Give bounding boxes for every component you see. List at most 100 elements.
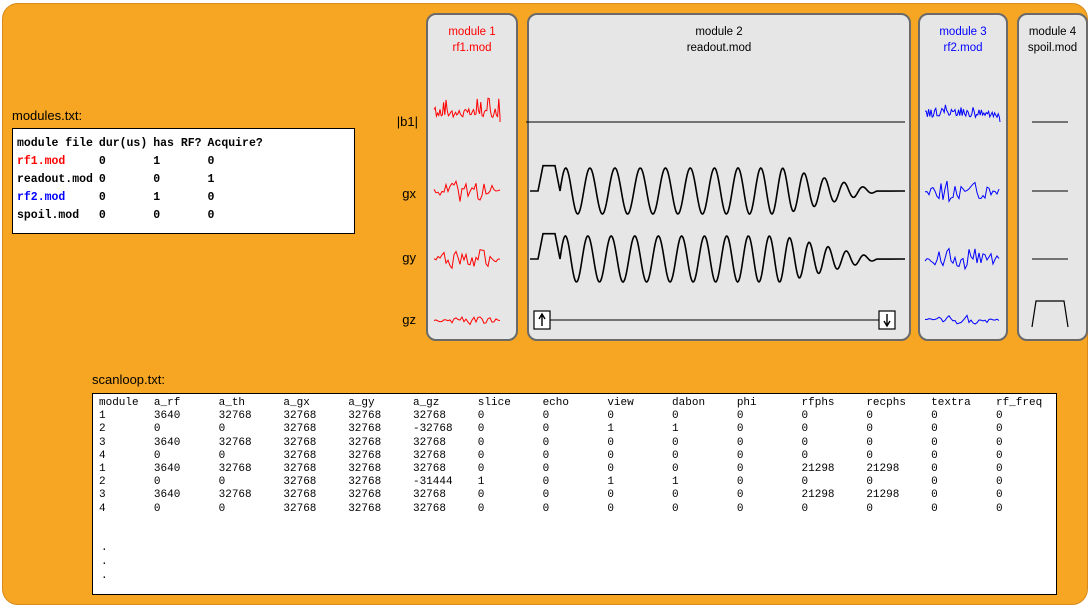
scanloop-cell: 3 (99, 436, 106, 449)
arrow-up-icon (538, 312, 546, 326)
scanloop-cell: 0 (477, 449, 485, 462)
scanloop-cell: 1 (672, 423, 679, 436)
scanloop-cell: 32768 (283, 476, 317, 489)
scanloop-column-header: view (607, 397, 634, 409)
scanloop-cell: 32768 (283, 489, 317, 502)
module-file-name: spoil.mod (17, 208, 80, 222)
arrow-down-icon (883, 314, 891, 328)
scanloop-cell: 1 (99, 463, 106, 476)
module-acquire: 1 (207, 172, 215, 186)
scanloop-cell: 32768 (412, 502, 446, 515)
scanloop-cell: 32768 (412, 436, 446, 449)
scanloop-cell: 0 (995, 410, 1003, 423)
scanloop-cell: 1 (607, 476, 614, 489)
scanloop-cell: 32768 (283, 502, 317, 515)
gradient-waveform (433, 179, 501, 202)
module-panel-1: module 1 rf1.mod (426, 13, 518, 341)
scanloop-column-header: slice (477, 397, 511, 409)
module-4-name: module 4 (1028, 26, 1077, 38)
module-3-name: module 3 (939, 26, 987, 38)
scanloop-cell: 0 (153, 502, 161, 515)
scanloop-cell: 0 (672, 463, 679, 476)
modules-file-title: modules.txt: (12, 108, 83, 123)
modules-file-header-row: module file dur(us) has RF? Acquire? (17, 134, 269, 152)
scanloop-cell: 0 (866, 423, 873, 436)
module-2-file: readout.mod (686, 42, 752, 54)
scanloop-row: 2 0 0 32768 32768 -31444 1 0 1 1 0 0 0 0 0 (99, 476, 1056, 489)
scanloop-cell: 21298 (801, 489, 835, 502)
module-file-name: rf1.mod (17, 154, 66, 168)
scanloop-column-header: dabon (672, 397, 706, 409)
channel-label-gz: gz (402, 312, 416, 327)
scanloop-cell: 0 (801, 423, 809, 436)
scanloop-cell: 0 (801, 410, 809, 423)
module-duration: 0 (98, 154, 106, 168)
scanloop-cell: 0 (153, 423, 161, 436)
scanloop-cell: 0 (995, 449, 1003, 462)
scanloop-cell: 0 (995, 423, 1003, 436)
scanloop-cell: 0 (736, 476, 744, 489)
scanloop-cell: 32768 (218, 410, 252, 423)
readout-gradient-waveform (530, 164, 906, 215)
scanloop-cell: -31444 (412, 476, 453, 489)
scanloop-cell: 32768 (218, 436, 252, 449)
modules-file-row: rf1.mod 0 1 0 (17, 152, 269, 170)
scanloop-cell: 0 (995, 436, 1003, 449)
scanloop-cell: 0 (542, 449, 550, 462)
scanloop-cell: 0 (801, 502, 809, 515)
scanloop-cell: 0 (801, 436, 809, 449)
scanloop-cell: 0 (801, 476, 809, 489)
scanloop-cell: 3640 (153, 410, 181, 423)
scanloop-cell: 32768 (412, 489, 446, 502)
gradient-waveform (433, 249, 500, 270)
scanloop-cell: 0 (736, 436, 744, 449)
module-duration: 0 (98, 208, 106, 222)
scanloop-box: module a_rf a_th a_gx a_gy a_gz slice echo view d… (92, 393, 1057, 595)
module-has-rf: 0 (153, 208, 161, 222)
scanloop-cell: 0 (995, 502, 1003, 515)
scanloop-cell: 0 (672, 449, 679, 462)
module-has-rf: 1 (153, 154, 161, 168)
scanloop-row: 4 0 0 32768 32768 32768 0 0 0 0 0 0 0 0 0 (99, 503, 1056, 516)
scanloop-cell: 0 (736, 489, 744, 502)
scanloop-cell: 0 (607, 436, 614, 449)
channel-label-gy: gy (402, 250, 416, 265)
scanloop-table: module a_rf a_th a_gx a_gy a_gz slice echo view d… (99, 397, 1056, 516)
scanloop-row: 3 3640 32768 32768 32768 32768 0 0 0 0 0 21298 21298… (99, 489, 1056, 502)
gradient-waveform (924, 314, 1000, 325)
scanloop-cell: 0 (672, 410, 679, 423)
scanloop-cell: 32768 (348, 502, 382, 515)
scanloop-cell: 32768 (348, 436, 382, 449)
continuation-dot: . (101, 570, 108, 582)
scanloop-cell: 0 (931, 489, 938, 502)
scanloop-cell: 32768 (283, 463, 317, 476)
scanloop-cell: 32768 (412, 410, 446, 423)
module-file-name: rf2.mod (17, 190, 66, 204)
module-1-name: module 1 (448, 26, 496, 38)
scanloop-column-header: a_rf (153, 397, 181, 409)
scanloop-cell: 0 (542, 410, 550, 423)
scanloop-column-header: a_th (218, 397, 246, 409)
scanloop-cell: 0 (477, 423, 485, 436)
scanloop-row: 1 3640 32768 32768 32768 32768 0 0 0 0 0 0 0 0 0 (99, 410, 1056, 423)
scanloop-row: 2 0 0 32768 32768 -32768 0 0 1 1 0 0 0 0 0 (99, 423, 1056, 436)
scanloop-cell: 0 (931, 463, 938, 476)
continuation-dot: . (101, 542, 108, 554)
module-has-rf: 0 (153, 172, 161, 186)
scanloop-cell: 32768 (412, 463, 446, 476)
scanloop-column-header: phi (736, 397, 757, 409)
module-panel-2: module 2 readout.mod (527, 13, 911, 341)
scanloop-cell: 0 (153, 476, 161, 489)
scanloop-cell: 0 (866, 476, 873, 489)
module-acquire: 0 (207, 154, 215, 168)
scanloop-column-header: module (99, 397, 139, 409)
modules-file-row: rf2.mod 0 1 0 (17, 188, 269, 206)
scanloop-cell: 0 (931, 423, 938, 436)
scanloop-cell: 0 (542, 476, 550, 489)
scanloop-cell: 0 (672, 436, 679, 449)
scanloop-cell: 0 (607, 449, 614, 462)
scanloop-cell: 1 (607, 423, 614, 436)
scanloop-cell: 0 (542, 489, 550, 502)
spoiler-trapezoid-waveform (1031, 300, 1069, 328)
